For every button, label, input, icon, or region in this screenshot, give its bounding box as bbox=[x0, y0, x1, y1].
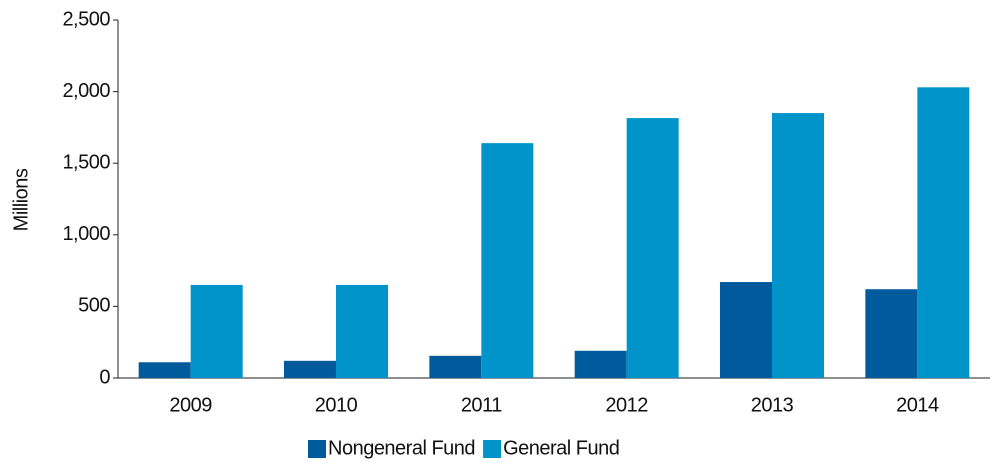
x-tick-label: 2012 bbox=[605, 394, 648, 416]
x-tick-label: 2011 bbox=[461, 394, 502, 416]
x-tick-label: 2010 bbox=[315, 394, 358, 416]
x-tick-label: 2013 bbox=[751, 394, 794, 416]
x-tick-label: 2009 bbox=[169, 394, 212, 416]
y-tick-label: 1,500 bbox=[62, 151, 110, 173]
x-tick-label: 2014 bbox=[896, 394, 939, 416]
y-tick-label: 1,000 bbox=[62, 223, 110, 245]
y-tick-label: 2,000 bbox=[62, 80, 110, 102]
y-tick-label: 2,500 bbox=[62, 8, 110, 30]
y-axis-label: Millions bbox=[10, 168, 32, 231]
bar bbox=[284, 360, 336, 378]
bar bbox=[429, 355, 482, 378]
y-tick-label: 0 bbox=[99, 366, 110, 388]
bar bbox=[626, 118, 679, 378]
bar bbox=[772, 113, 824, 378]
bar bbox=[190, 284, 243, 378]
bar bbox=[481, 143, 534, 378]
bar bbox=[865, 289, 918, 378]
legend-label: General Fund bbox=[503, 437, 619, 459]
bar bbox=[336, 284, 388, 378]
bar bbox=[574, 350, 627, 378]
legend-label: Nongeneral Fund bbox=[328, 437, 475, 459]
bar bbox=[917, 87, 970, 378]
bar bbox=[138, 362, 191, 378]
y-tick-label: 500 bbox=[78, 295, 110, 317]
legend-swatch bbox=[483, 440, 502, 458]
bar bbox=[720, 282, 772, 378]
legend-swatch bbox=[308, 440, 326, 458]
